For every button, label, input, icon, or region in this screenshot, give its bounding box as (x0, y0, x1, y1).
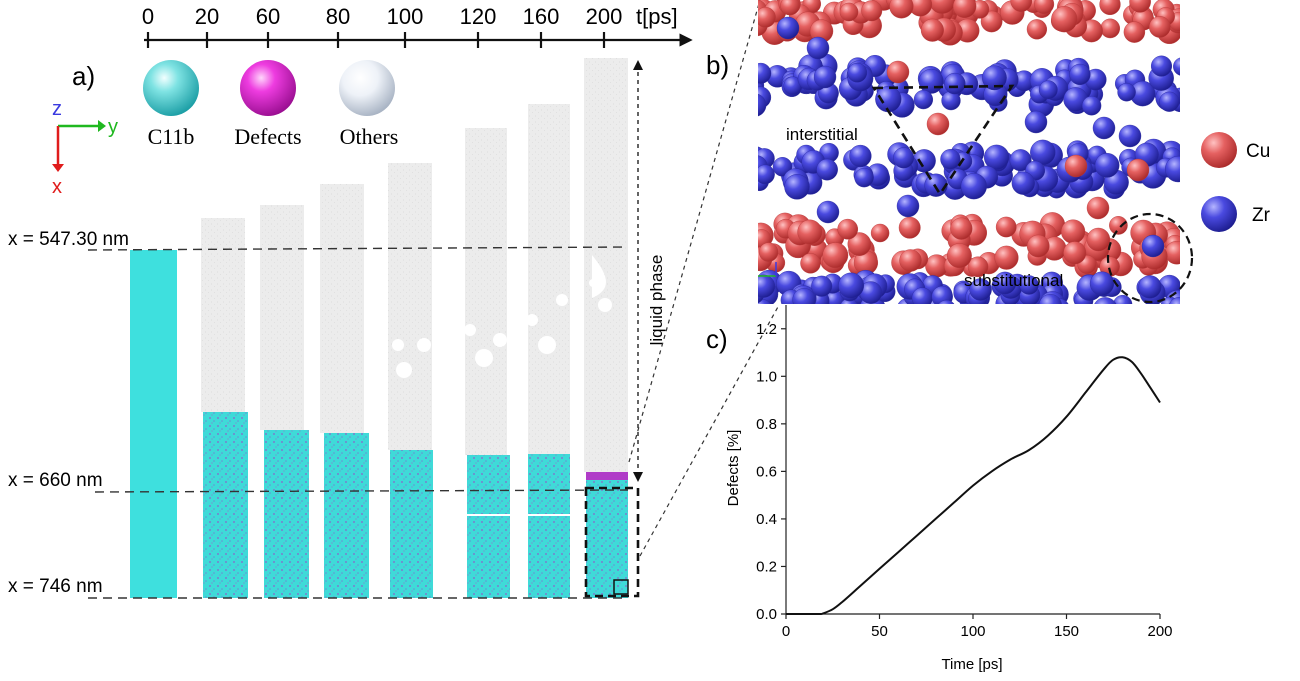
zoom-box (584, 486, 640, 598)
legend-label-c11b: C11b (148, 124, 195, 149)
panel-b: b) interstitial substitutional Cu Zr (706, 0, 1271, 304)
column-t200-liquid (584, 58, 628, 472)
legend-label-others: Others (340, 124, 399, 149)
x-tick-label: 0 (782, 623, 790, 640)
atom-cu-icon (1201, 132, 1237, 168)
arrowhead-down-icon (633, 472, 643, 482)
legend-cu-label: Cu (1246, 141, 1270, 162)
timeline-tick-label: 200 (586, 4, 623, 29)
void (592, 255, 606, 298)
zoom-connector-top (628, 0, 761, 463)
void (556, 294, 568, 306)
y-tick-label: 1.2 (756, 321, 777, 338)
snapshot-columns (130, 58, 628, 598)
void (493, 333, 507, 347)
column-t0-solid (130, 250, 177, 598)
panel-b-annotations: interstitial substitutional (758, 84, 1194, 304)
column-t160-liquid (528, 104, 570, 454)
position-label-bottom: x = 746 nm (8, 576, 103, 597)
timeline-tick-label: 160 (523, 4, 560, 29)
timeline-tick-label: 0 (142, 4, 154, 29)
axis-x-label: x (52, 176, 62, 198)
void (589, 279, 597, 287)
timeline-tick-label: 80 (326, 4, 350, 29)
column-t80-liquid (320, 184, 364, 433)
column-t200-defect-layer (586, 472, 628, 480)
y-tick-label: 0.4 (756, 511, 777, 528)
column-t100-solid (390, 450, 433, 598)
column-t80-solid (324, 433, 369, 598)
x-tick-label: 50 (871, 623, 888, 640)
timeline-unit: t[ps] (636, 4, 678, 29)
column-t120-solid (467, 455, 510, 598)
x-tick-label: 100 (960, 623, 985, 640)
zoom-sub-box (613, 579, 629, 595)
atom-zr-icon (1201, 196, 1237, 232)
y-arrowhead-icon (98, 120, 106, 132)
x-tick-label: 200 (1147, 623, 1172, 640)
column-t200-solid (586, 480, 628, 598)
void (396, 362, 412, 378)
legend-zr-label: Zr (1252, 205, 1271, 226)
column-t160-solid (528, 454, 570, 598)
sphere-white-icon (339, 60, 395, 116)
sphere-magenta-icon (240, 60, 296, 116)
defects-chart: Defects [%] Time [ps] 0 50 100 150 200 0.0 0.2… (725, 305, 1173, 673)
timeline: 0 20 60 80 100 120 160 200 t[ps] (142, 4, 693, 48)
liquid-phase-label: liquid phase (647, 255, 666, 346)
panel-b-label: b) (706, 50, 729, 80)
panel-a-label: a) (72, 61, 95, 91)
legend-label-defects: Defects (234, 124, 301, 149)
column-t120-liquid (465, 128, 507, 455)
position-label-top: x = 547.30 nm (8, 229, 129, 250)
x-arrowhead-icon (52, 164, 64, 172)
column-t20-liquid (201, 218, 245, 412)
panel-a: a) C11b Defects Others z y x x = 547.30 … (8, 58, 666, 599)
sphere-cyan-icon (143, 60, 199, 116)
y-tick-label: 0.2 (756, 558, 777, 575)
column-t60-solid (264, 430, 309, 598)
column-t60-liquid (260, 205, 304, 430)
timeline-tick-label: 100 (387, 4, 424, 29)
substitutional-label: substitutional (964, 271, 1063, 290)
y-tick-label: 0.0 (756, 606, 777, 623)
column-t100-liquid (388, 163, 432, 450)
atomic-structure-view (758, 0, 1180, 304)
y-tick-label: 1.0 (756, 368, 777, 385)
panel-c: c) Defects [%] Time [ps] 0 50 100 150 200 0.0… (706, 305, 1173, 673)
timeline-tick-label: 20 (195, 4, 219, 29)
x-tick-label: 150 (1054, 623, 1079, 640)
interstitial-triangle (871, 84, 1015, 197)
panel-c-label: c) (706, 324, 728, 354)
y-tick-label: 0.6 (756, 463, 777, 480)
chart-ylabel: Defects [%] (725, 430, 742, 507)
timeline-tick-label: 60 (256, 4, 280, 29)
axis-y-label: y (108, 116, 118, 138)
substitutional-circle (1106, 212, 1194, 304)
interstitial-label: interstitial (786, 125, 858, 144)
timeline-tick-label: 120 (460, 4, 497, 29)
element-legend: Cu Zr (1201, 132, 1271, 232)
chart-xlabel: Time [ps] (941, 656, 1002, 673)
position-label-mid: x = 660 nm (8, 470, 103, 491)
void (475, 349, 493, 367)
arrowhead-up-icon (633, 60, 643, 70)
defects-line (785, 356, 1161, 616)
void (417, 338, 431, 352)
y-tick-label: 0.8 (756, 416, 777, 433)
axis-triad: z y x (52, 98, 118, 198)
void (538, 336, 556, 354)
column-t20-solid (203, 412, 248, 598)
void (526, 314, 538, 326)
void (392, 339, 404, 351)
axis-z-label: z (52, 98, 62, 120)
phase-legend: C11b Defects Others (143, 60, 398, 149)
position-line-top (87, 246, 629, 251)
void (464, 324, 476, 336)
timeline-ticks: 0 20 60 80 100 120 160 200 (142, 4, 622, 48)
void (598, 298, 612, 312)
